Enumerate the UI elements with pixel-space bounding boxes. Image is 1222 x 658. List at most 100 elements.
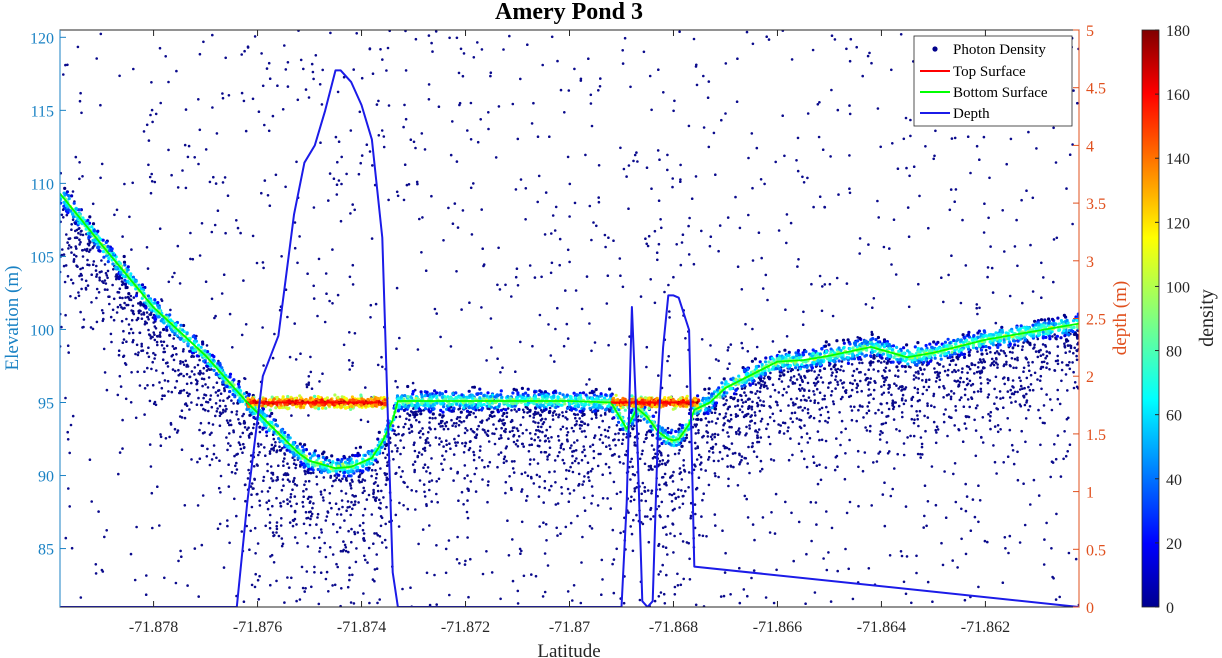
- photon-point: [401, 434, 404, 437]
- photon-point: [960, 370, 964, 374]
- photon-point: [254, 572, 257, 576]
- photon-point: [615, 492, 619, 496]
- photon-point: [861, 74, 864, 78]
- photon-point: [367, 546, 371, 550]
- photon-point: [158, 524, 161, 527]
- photon-point: [115, 273, 118, 276]
- photon-point: [883, 481, 886, 485]
- photon-point: [608, 471, 612, 475]
- photon-point: [291, 524, 295, 528]
- photon-point: [845, 47, 848, 51]
- photon-point: [815, 387, 819, 391]
- photon-point: [261, 84, 265, 88]
- photon-point: [372, 492, 375, 496]
- photon-point: [357, 172, 361, 176]
- photon-point: [225, 407, 228, 411]
- photon-point: [723, 446, 727, 450]
- photon-point: [526, 387, 530, 391]
- photon-point: [417, 451, 421, 454]
- photon-point: [237, 441, 241, 444]
- photon-point: [757, 396, 760, 400]
- photon-point: [123, 301, 126, 305]
- photon-point: [504, 480, 508, 484]
- photon-point: [725, 446, 729, 450]
- photon-point: [970, 396, 973, 399]
- photon-point: [97, 510, 100, 513]
- photon-point: [62, 264, 66, 268]
- photon-point: [537, 429, 540, 432]
- photon-point: [536, 462, 540, 465]
- photon-point: [888, 247, 891, 250]
- photon-point: [1022, 370, 1025, 374]
- photon-point: [350, 527, 353, 531]
- photon-point: [841, 338, 846, 342]
- photon-point: [305, 385, 309, 389]
- photon-point: [653, 599, 657, 603]
- photon-point: [348, 275, 352, 279]
- photon-point: [668, 310, 671, 313]
- photon-point: [832, 402, 836, 406]
- photon-point: [614, 444, 617, 447]
- photon-point: [387, 104, 391, 107]
- photon-point: [926, 416, 930, 419]
- photon-point: [990, 362, 994, 365]
- photon-point: [806, 176, 809, 180]
- photon-point: [150, 81, 153, 84]
- photon-point: [746, 516, 750, 519]
- photon-point: [1021, 387, 1024, 391]
- photon-point: [802, 394, 805, 398]
- photon-point: [848, 59, 852, 63]
- photon-point: [896, 452, 899, 456]
- photon-point: [561, 414, 565, 418]
- photon-point: [745, 425, 748, 429]
- photon-point: [511, 538, 514, 541]
- photon-point: [625, 175, 628, 178]
- photon-point: [557, 434, 560, 438]
- photon-point: [398, 336, 401, 340]
- photon-point: [707, 483, 711, 487]
- photon-point: [659, 570, 662, 573]
- photon-point: [252, 422, 256, 426]
- photon-point: [679, 583, 683, 587]
- photon-point: [829, 367, 833, 371]
- photon-point: [64, 536, 68, 540]
- photon-point: [136, 370, 139, 374]
- photon-point: [642, 440, 646, 444]
- photon-point: [223, 387, 226, 390]
- photon-point: [657, 463, 661, 467]
- photon-point: [451, 120, 454, 123]
- photon-point: [821, 381, 825, 384]
- photon-point: [154, 403, 158, 407]
- photon-point: [917, 282, 920, 286]
- photon-point: [963, 388, 967, 391]
- photon-point: [256, 442, 260, 446]
- photon-point: [543, 552, 547, 555]
- photon-point: [221, 92, 224, 95]
- photon-point: [859, 370, 862, 374]
- photon-point: [791, 453, 794, 457]
- photon-point: [455, 558, 459, 561]
- photon-point: [437, 477, 441, 481]
- photon-point: [943, 340, 948, 344]
- photon-point: [264, 454, 267, 458]
- photon-point: [127, 323, 131, 326]
- photon-point: [764, 273, 768, 277]
- photon-point: [778, 430, 782, 433]
- photon-point: [498, 437, 501, 441]
- photon-point: [836, 569, 839, 573]
- photon-point: [1016, 390, 1019, 394]
- photon-point: [974, 429, 978, 432]
- photon-point: [886, 414, 890, 418]
- photon-point: [444, 450, 448, 453]
- photon-point: [77, 294, 81, 298]
- photon-point: [668, 316, 671, 319]
- photon-point: [315, 523, 318, 526]
- photon-point: [171, 345, 175, 348]
- photon-point: [255, 463, 259, 466]
- photon-point: [184, 186, 188, 190]
- photon-point: [511, 467, 515, 470]
- photon-point: [208, 463, 212, 467]
- photon-point: [301, 505, 305, 508]
- photon-point: [612, 239, 615, 242]
- photon-point: [577, 484, 580, 487]
